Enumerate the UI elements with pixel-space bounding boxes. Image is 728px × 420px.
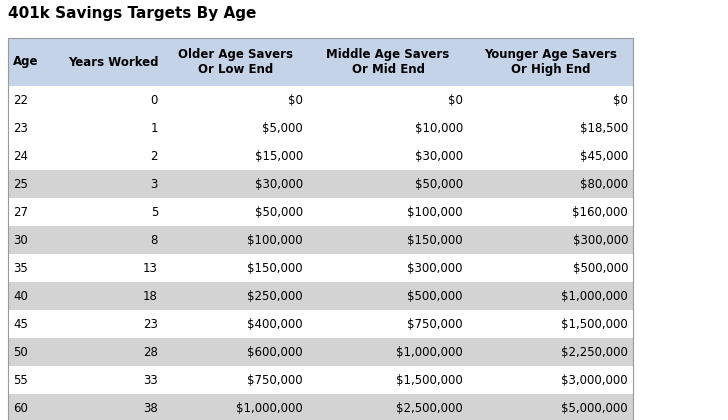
Bar <box>8 338 633 366</box>
Bar <box>8 38 633 420</box>
Text: Age: Age <box>13 55 39 68</box>
Text: $500,000: $500,000 <box>572 262 628 275</box>
Text: 40: 40 <box>13 289 28 302</box>
Bar <box>8 114 633 142</box>
Text: $30,000: $30,000 <box>255 178 303 191</box>
Text: 8: 8 <box>151 234 158 247</box>
Bar <box>8 86 633 114</box>
Text: $2,500,000: $2,500,000 <box>396 402 463 415</box>
Bar <box>8 170 633 198</box>
Text: $500,000: $500,000 <box>408 289 463 302</box>
Text: $2,250,000: $2,250,000 <box>561 346 628 359</box>
Text: $100,000: $100,000 <box>248 234 303 247</box>
Text: 1: 1 <box>151 121 158 134</box>
Text: 3: 3 <box>151 178 158 191</box>
Text: $5,000,000: $5,000,000 <box>561 402 628 415</box>
Bar <box>8 282 633 310</box>
Text: $45,000: $45,000 <box>579 150 628 163</box>
Text: $0: $0 <box>288 94 303 107</box>
Text: $600,000: $600,000 <box>248 346 303 359</box>
Text: 2: 2 <box>151 150 158 163</box>
Text: 27: 27 <box>13 205 28 218</box>
Text: 24: 24 <box>13 150 28 163</box>
Text: 55: 55 <box>13 373 28 386</box>
Text: $1,500,000: $1,500,000 <box>396 373 463 386</box>
Text: 23: 23 <box>13 121 28 134</box>
Text: Older Age Savers
Or Low End: Older Age Savers Or Low End <box>178 48 293 76</box>
Text: $30,000: $30,000 <box>415 150 463 163</box>
Text: $150,000: $150,000 <box>248 262 303 275</box>
Bar <box>8 254 633 282</box>
Text: $1,000,000: $1,000,000 <box>396 346 463 359</box>
Text: $50,000: $50,000 <box>415 178 463 191</box>
Text: 33: 33 <box>143 373 158 386</box>
Text: Middle Age Savers
Or Mid End: Middle Age Savers Or Mid End <box>326 48 450 76</box>
Text: $1,000,000: $1,000,000 <box>237 402 303 415</box>
Text: $300,000: $300,000 <box>408 262 463 275</box>
Text: $750,000: $750,000 <box>408 318 463 331</box>
Text: $300,000: $300,000 <box>572 234 628 247</box>
Bar <box>8 142 633 170</box>
Bar <box>8 226 633 254</box>
Text: 28: 28 <box>143 346 158 359</box>
Text: 13: 13 <box>143 262 158 275</box>
Text: 30: 30 <box>13 234 28 247</box>
Text: 25: 25 <box>13 178 28 191</box>
Text: 50: 50 <box>13 346 28 359</box>
Text: $18,500: $18,500 <box>579 121 628 134</box>
Text: Years Worked: Years Worked <box>68 55 159 68</box>
Text: 45: 45 <box>13 318 28 331</box>
Text: 22: 22 <box>13 94 28 107</box>
Bar <box>8 366 633 394</box>
Text: 5: 5 <box>151 205 158 218</box>
Text: Younger Age Savers
Or High End: Younger Age Savers Or High End <box>484 48 617 76</box>
Text: 38: 38 <box>143 402 158 415</box>
Text: $250,000: $250,000 <box>248 289 303 302</box>
Text: $15,000: $15,000 <box>255 150 303 163</box>
Text: $150,000: $150,000 <box>408 234 463 247</box>
Text: 35: 35 <box>13 262 28 275</box>
Text: $1,500,000: $1,500,000 <box>561 318 628 331</box>
Text: $750,000: $750,000 <box>248 373 303 386</box>
Bar <box>8 394 633 420</box>
Text: 23: 23 <box>143 318 158 331</box>
Text: 60: 60 <box>13 402 28 415</box>
Text: $3,000,000: $3,000,000 <box>561 373 628 386</box>
Text: 401k Savings Targets By Age: 401k Savings Targets By Age <box>8 6 256 21</box>
Text: $400,000: $400,000 <box>248 318 303 331</box>
Text: 0: 0 <box>151 94 158 107</box>
Text: $5,000: $5,000 <box>262 121 303 134</box>
Text: $0: $0 <box>448 94 463 107</box>
Bar <box>8 198 633 226</box>
Text: 18: 18 <box>143 289 158 302</box>
Text: $50,000: $50,000 <box>255 205 303 218</box>
Text: $100,000: $100,000 <box>408 205 463 218</box>
Text: $80,000: $80,000 <box>580 178 628 191</box>
Text: $0: $0 <box>613 94 628 107</box>
Bar <box>8 310 633 338</box>
Bar <box>8 38 633 86</box>
Text: $160,000: $160,000 <box>572 205 628 218</box>
Text: $10,000: $10,000 <box>415 121 463 134</box>
Text: $1,000,000: $1,000,000 <box>561 289 628 302</box>
